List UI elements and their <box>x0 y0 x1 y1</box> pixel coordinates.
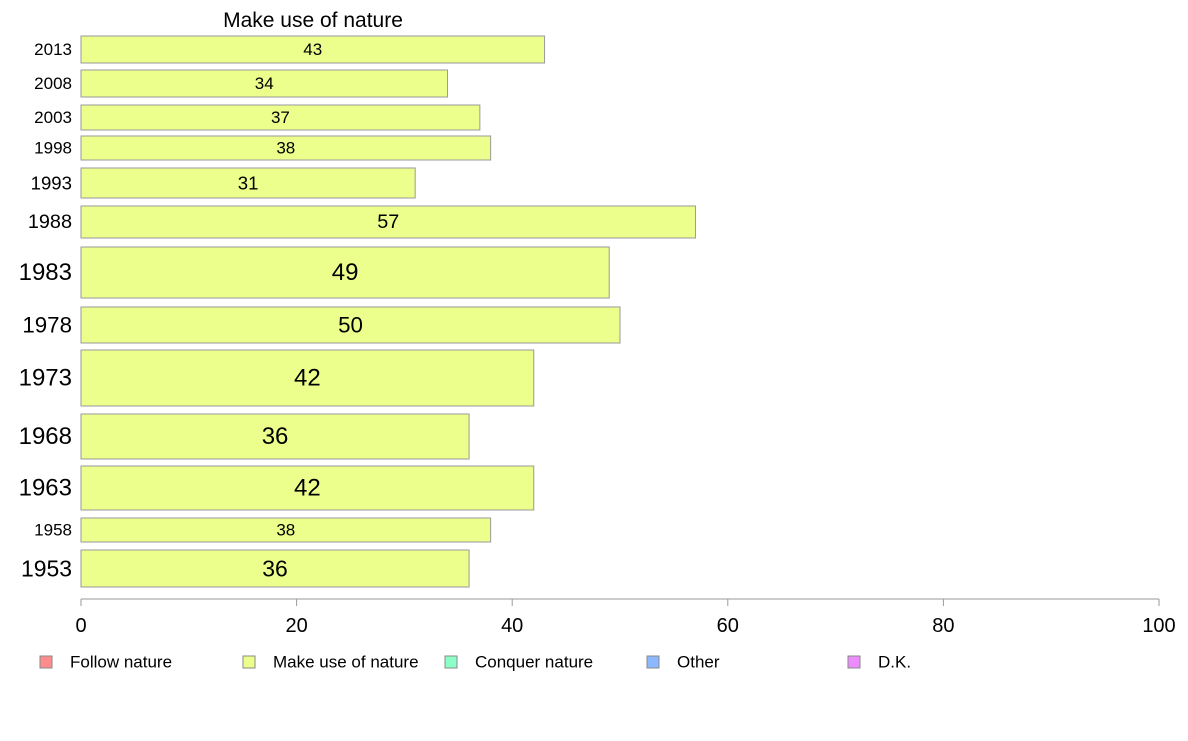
data-label: 31 <box>238 173 259 194</box>
x-tick-label: 40 <box>501 615 523 637</box>
category-label: 1988 <box>28 211 72 233</box>
bar <box>80 517 492 543</box>
data-label: 34 <box>255 74 274 93</box>
data-label: 57 <box>377 211 399 233</box>
category-label: 1968 <box>19 423 72 450</box>
data-label: 36 <box>262 556 288 582</box>
bar <box>80 135 492 161</box>
chart-title: Make use of nature <box>223 9 403 32</box>
legend-swatch <box>39 655 53 669</box>
data-label: 49 <box>332 259 359 286</box>
bar <box>80 167 416 199</box>
category-label: 2003 <box>34 108 72 127</box>
data-label: 37 <box>271 108 290 127</box>
bar <box>80 413 470 460</box>
x-tick-label: 20 <box>285 615 307 637</box>
category-label: 1963 <box>19 475 72 502</box>
legend-label: Follow nature <box>70 653 172 672</box>
x-tick-label: 80 <box>932 615 954 637</box>
legend-swatch <box>444 655 458 669</box>
data-label: 36 <box>262 423 289 450</box>
legend-label: Conquer nature <box>475 653 593 672</box>
bar <box>80 465 535 511</box>
category-label: 1958 <box>34 521 72 540</box>
legend-swatch <box>242 655 256 669</box>
bar <box>80 35 546 64</box>
category-label: 1993 <box>31 173 72 194</box>
data-label: 50 <box>338 313 363 338</box>
bar <box>80 549 470 588</box>
category-label: 2008 <box>34 74 72 93</box>
bar <box>80 246 610 299</box>
legend-swatch <box>646 655 660 669</box>
data-label: 42 <box>294 475 321 502</box>
data-label: 43 <box>303 40 322 59</box>
bar <box>80 306 621 344</box>
x-tick-label: 0 <box>75 615 86 637</box>
category-label: 1978 <box>22 313 72 338</box>
legend-swatch <box>847 655 861 669</box>
data-label: 38 <box>276 139 295 158</box>
bar <box>80 104 481 131</box>
category-label: 1973 <box>19 365 72 392</box>
data-label: 42 <box>294 365 321 392</box>
bar <box>80 69 449 98</box>
category-label: 1983 <box>19 259 72 286</box>
bar <box>80 349 535 407</box>
category-label: 1998 <box>34 139 72 158</box>
data-label: 38 <box>276 521 295 540</box>
category-label: 1953 <box>21 556 72 582</box>
x-tick-label: 60 <box>717 615 739 637</box>
category-label: 2013 <box>34 40 72 59</box>
legend-label: Make use of nature <box>273 653 419 672</box>
bar <box>80 205 696 239</box>
legend-label: Other <box>677 653 720 672</box>
x-tick-label: 100 <box>1142 615 1175 637</box>
legend-label: D.K. <box>878 653 911 672</box>
